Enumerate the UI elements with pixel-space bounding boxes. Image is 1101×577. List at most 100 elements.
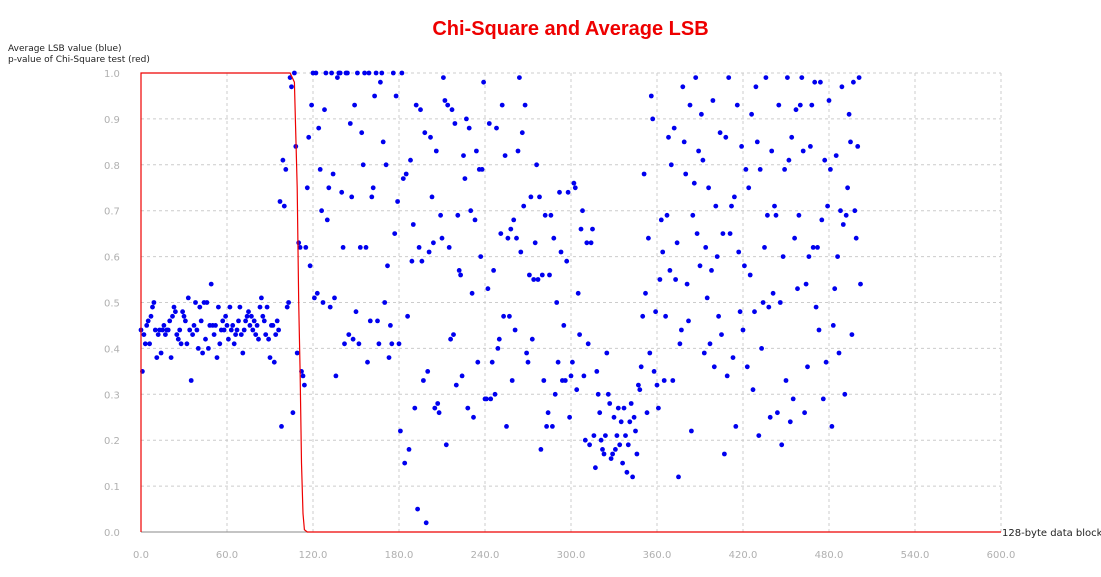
pvalue-line <box>140 72 1001 533</box>
lsb-point <box>796 212 802 218</box>
lsb-point <box>443 442 449 448</box>
lsb-point <box>426 249 432 255</box>
lsb-point <box>552 391 558 397</box>
x-tick-label: 420.0 <box>729 550 758 561</box>
lsb-point <box>445 102 451 108</box>
lsb-point <box>206 346 211 351</box>
lsb-point <box>726 75 732 80</box>
lsb-point <box>261 318 267 324</box>
lsb-point <box>432 405 438 411</box>
grid <box>141 72 1002 532</box>
lsb-point <box>323 70 329 76</box>
lsb-point <box>370 185 376 191</box>
lsb-point <box>198 318 204 324</box>
lsb-point <box>309 102 314 108</box>
lsb-point <box>567 414 572 420</box>
lsb-point <box>501 313 506 319</box>
lsb-point <box>749 111 754 117</box>
lsb-point <box>585 341 591 347</box>
lsb-point <box>820 396 826 402</box>
lsb-point <box>789 134 795 140</box>
lsb-point <box>286 300 291 305</box>
lsb-point <box>178 341 184 347</box>
lsb-point <box>280 157 286 163</box>
lsb-point <box>572 185 578 191</box>
lsb-point <box>329 70 334 76</box>
lsb-point <box>646 235 651 241</box>
lsb-point <box>680 84 686 90</box>
lsb-point <box>409 258 415 264</box>
lsb-point <box>786 157 792 163</box>
lsb-point <box>379 70 385 76</box>
lsb-point <box>281 203 287 209</box>
lsb-point <box>615 405 621 411</box>
lsb-point <box>484 396 489 402</box>
lsb-point <box>541 378 547 383</box>
lsb-point <box>188 378 194 383</box>
lsb-point <box>410 222 416 227</box>
lsb-point <box>195 346 201 351</box>
x-tick-label: 0.0 <box>133 550 149 561</box>
lsb-point <box>519 130 525 136</box>
lsb-point <box>835 254 840 259</box>
lsb-point <box>557 189 562 195</box>
lsb-point <box>216 304 221 310</box>
lsb-point <box>211 332 217 337</box>
lsb-point <box>633 428 638 434</box>
lsb-point <box>611 414 617 420</box>
lsb-point <box>792 235 797 241</box>
lsb-point <box>813 304 819 310</box>
lsb-point <box>522 102 528 108</box>
lsb-point <box>730 355 736 360</box>
lsb-point <box>740 327 746 333</box>
lsb-point <box>571 180 577 186</box>
lsb-point <box>472 217 478 223</box>
lsb-point <box>290 410 296 416</box>
lsb-point <box>570 359 575 365</box>
lsb-point <box>352 102 357 108</box>
lsb-point <box>481 79 486 85</box>
lsb-point <box>762 245 767 250</box>
lsb-point <box>800 148 806 154</box>
lsb-point <box>435 401 441 406</box>
lsb-point <box>532 240 538 246</box>
lsb-point <box>644 410 650 416</box>
y-tick-label: 0.8 <box>104 161 120 172</box>
lsb-point <box>200 350 206 356</box>
lsb-point <box>273 332 279 337</box>
lsb-point <box>802 410 807 416</box>
lsb-point <box>858 281 863 287</box>
lsb-point <box>803 281 809 287</box>
lsb-point <box>254 323 260 328</box>
lsb-point <box>805 364 810 370</box>
lsb-point <box>648 93 654 99</box>
lsb-point <box>716 313 721 319</box>
lsb-point <box>756 433 762 438</box>
lsb-point <box>180 309 186 315</box>
lsb-point <box>511 217 517 223</box>
lsb-point <box>509 378 515 383</box>
lsb-point <box>144 323 150 328</box>
lsb-point <box>713 203 719 209</box>
lsb-point <box>736 249 742 255</box>
lsb-point <box>240 350 246 356</box>
lsb-point <box>355 70 360 76</box>
lsb-point <box>223 313 229 319</box>
lsb-point <box>241 327 247 333</box>
lsb-point <box>819 217 825 223</box>
lsb-point <box>349 194 355 200</box>
lsb-point <box>264 304 270 310</box>
lsb-point <box>704 295 710 301</box>
lsb-point <box>610 451 615 457</box>
lsb-point <box>750 387 756 393</box>
lsb-point <box>840 222 846 227</box>
lsb-point <box>554 300 560 305</box>
lsb-point <box>650 116 656 122</box>
lsb-point <box>785 75 790 80</box>
lsb-point <box>150 304 155 310</box>
lsb-point <box>161 323 167 328</box>
lsb-point <box>550 424 555 429</box>
lsb-point <box>531 277 537 282</box>
lsb-point <box>415 506 420 512</box>
lsb-point <box>167 318 173 324</box>
